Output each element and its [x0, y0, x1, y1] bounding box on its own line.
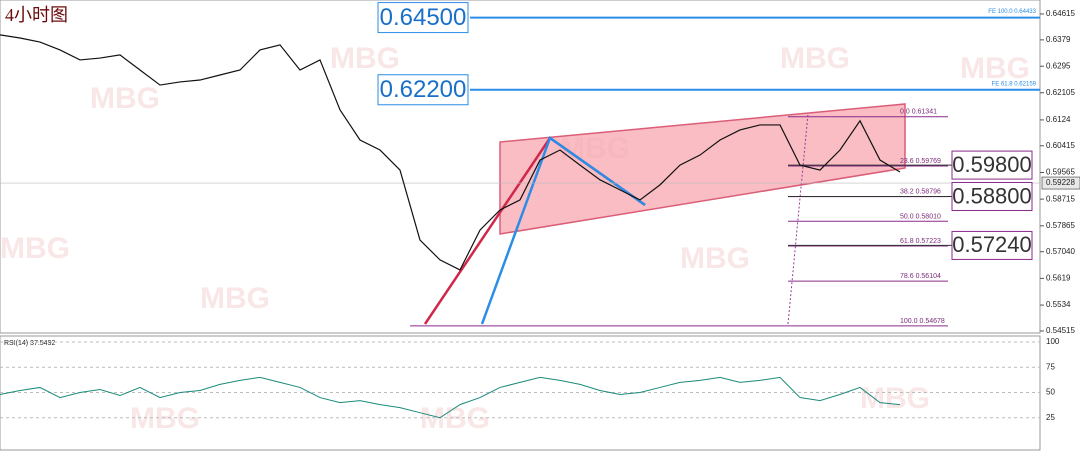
y-tick-label: 0.54515	[1046, 326, 1075, 335]
fib-label: 38.2 0.58796	[900, 188, 941, 195]
fib-level: 61.8	[900, 238, 914, 245]
fib-price: 0.58796	[916, 188, 941, 195]
watermark: MBG	[960, 52, 1030, 85]
watermark: MBG	[860, 382, 930, 415]
target-note: FE 100.0 0.64433	[988, 9, 1036, 15]
fib-label: 23.6 0.59769	[900, 158, 941, 165]
wave-blue	[480, 136, 646, 325]
y-tick-label: 0.6124	[1046, 115, 1071, 124]
rsi-tick-label: 25	[1046, 413, 1055, 422]
y-tick-label: 0.60415	[1046, 141, 1075, 150]
fib-label: 0.0 0.61341	[900, 109, 937, 116]
level-text: 0.59800	[952, 152, 1032, 177]
fib-label: 61.8 0.57223	[900, 238, 941, 245]
watermark: MBG	[420, 402, 490, 435]
y-tick-label: 0.59565	[1046, 168, 1075, 177]
fib-level: 100.0	[900, 318, 918, 325]
fib-trend	[787, 113, 809, 325]
level-box	[951, 150, 1033, 180]
y-tick-label: 0.5534	[1046, 300, 1071, 309]
fib-level: 78.6	[900, 273, 914, 280]
current-price-label: 0.59228	[1046, 178, 1075, 187]
level-box	[951, 181, 1033, 211]
target-box	[377, 74, 469, 106]
target-note: FE 61.8 0.62159	[992, 81, 1037, 87]
channel	[499, 103, 906, 235]
chart-title: 4小时图	[5, 5, 68, 25]
current-price-box	[1041, 176, 1080, 190]
watermark: MBG	[90, 82, 160, 115]
y-tick-label: 0.6379	[1046, 35, 1071, 44]
fib-price: 0.58010	[916, 213, 941, 220]
watermark: MBG	[0, 232, 70, 265]
rsi-tick-label: 75	[1046, 362, 1055, 371]
target-box	[377, 2, 469, 34]
fib-price: 0.56104	[916, 273, 941, 280]
fib-label: 50.0 0.58010	[900, 213, 941, 220]
watermark: MBG	[130, 402, 200, 435]
fib-price: 0.61341	[912, 109, 937, 116]
fib-level: 0.0	[900, 109, 910, 116]
watermark: MBG	[200, 282, 270, 315]
fib-level: 50.0	[900, 213, 914, 220]
y-tick-label: 0.5619	[1046, 273, 1071, 282]
y-tick-label: 0.58715	[1046, 194, 1075, 203]
rsi-tick-label: 100	[1046, 337, 1060, 346]
rsi-line	[0, 376, 901, 419]
price-line	[0, 34, 901, 271]
fib-price: 0.54678	[919, 318, 944, 325]
target-text: 0.62200	[380, 76, 467, 103]
y-tick-label: 0.6295	[1046, 61, 1071, 70]
fib-label: 100.0 0.54678	[900, 318, 945, 325]
rsi-tick-label: 50	[1046, 388, 1055, 397]
y-tick-label: 0.62105	[1046, 88, 1075, 97]
fib-price: 0.59769	[916, 158, 941, 165]
watermark: MBG	[330, 42, 400, 75]
fib-price: 0.57223	[916, 238, 941, 245]
level-text: 0.57240	[952, 232, 1032, 257]
watermark: MBG	[780, 42, 850, 75]
rsi-label: RSI(14) 37.5492	[4, 340, 55, 347]
target-text: 0.64500	[380, 4, 467, 31]
y-tick-label: 0.57865	[1046, 221, 1075, 230]
level-text: 0.58800	[952, 183, 1032, 208]
y-tick-label: 0.64615	[1046, 9, 1075, 18]
fib-level: 38.2	[900, 188, 914, 195]
fib-label: 78.6 0.56104	[900, 273, 941, 280]
level-box	[951, 230, 1033, 260]
watermark: MBG	[680, 242, 750, 275]
fib-level: 23.6	[900, 158, 914, 165]
y-tick-label: 0.57040	[1046, 247, 1075, 256]
